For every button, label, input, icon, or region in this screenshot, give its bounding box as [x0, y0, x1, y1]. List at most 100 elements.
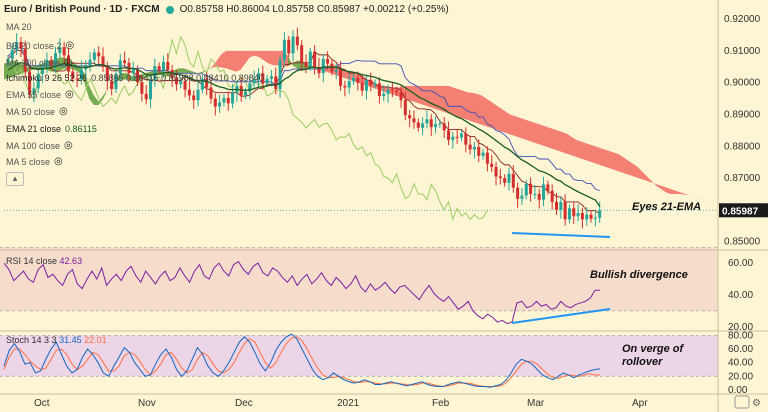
candle-body [593, 217, 597, 219]
candle-body [200, 78, 204, 90]
indicator-bb20[interactable]: BB 20 close 2 ◎ [6, 40, 75, 51]
price-tick-label: 0.89000 [724, 109, 761, 120]
candle-body [524, 183, 528, 196]
candle-body [395, 90, 399, 93]
eye-icon[interactable]: ◎ [54, 156, 63, 167]
candle-body [334, 69, 338, 72]
collapse-legend-button[interactable]: ▲ [6, 172, 24, 186]
candle-body [425, 119, 429, 124]
indicator-ma20[interactable]: MA 20 [6, 22, 32, 32]
indicator-ichimoku[interactable]: Ichimoku 9 26 52 26 0.85865 0.86415 0.85… [6, 73, 264, 83]
candle-body [226, 97, 230, 104]
candle-body [205, 78, 209, 88]
candle-body [589, 214, 593, 219]
candle-body [546, 184, 550, 191]
candle-body [373, 83, 377, 85]
candle-body [559, 201, 563, 210]
candle-body [542, 184, 546, 200]
candle-body [213, 98, 217, 107]
candle-body [468, 144, 472, 150]
candle-body [187, 89, 191, 96]
indicator-ema21[interactable]: EMA 21 close 0.86115 [6, 124, 97, 134]
stoch-tick-label: 0.00 [728, 385, 748, 396]
candle-body [529, 183, 533, 194]
eye-icon[interactable]: ◎ [65, 89, 74, 100]
last-price-badge [719, 203, 768, 218]
indicator-ma100[interactable]: MA 100 close ◎ [6, 140, 73, 151]
candle-body [585, 214, 589, 220]
candle-body [92, 52, 96, 60]
candle-body [282, 39, 286, 61]
candle-body [10, 49, 14, 59]
candle-body [386, 89, 390, 94]
indicator-ma50[interactable]: MA 50 close ◎ [6, 106, 68, 117]
candle-body [485, 152, 489, 164]
candle-body [265, 78, 269, 84]
candle-body [131, 69, 135, 74]
candle-body [580, 213, 584, 220]
ichimoku-cloud-segment [4, 57, 213, 105]
candle-body [481, 152, 485, 156]
candle-body [520, 195, 524, 199]
candle-body [41, 66, 45, 74]
rsi-tick-label: 20.00 [728, 322, 753, 333]
candle-body [62, 47, 66, 56]
candle-body [360, 82, 364, 91]
candle-body [554, 201, 559, 210]
eye-icon[interactable]: ◎ [64, 140, 73, 151]
eye-icon[interactable]: ◎ [64, 57, 73, 68]
candle-body [313, 51, 317, 67]
tenkan-line [7, 49, 600, 215]
annotation-eyes-ema: Eyes 21-EMA [632, 201, 702, 213]
candle-body [6, 58, 10, 63]
candle-body [144, 93, 148, 100]
candle-body [114, 73, 118, 90]
candle-body [356, 77, 360, 83]
ema21-line [7, 61, 601, 207]
candle-body [412, 118, 416, 123]
candle-body [28, 71, 32, 95]
rsi-tick-label: 40.00 [728, 290, 753, 301]
candle-body [516, 187, 520, 199]
price-tick-label: 0.91000 [724, 46, 761, 57]
gear-icon: ⚙ [752, 398, 761, 409]
candle-body [351, 77, 356, 82]
candle-body [118, 60, 122, 74]
settings-icon [734, 395, 750, 409]
candle-body [339, 69, 343, 86]
stoch-tick-label: 40.00 [728, 358, 753, 369]
date-axis-label: Nov [138, 398, 156, 409]
eye-icon[interactable]: ◎ [65, 40, 75, 51]
candle-body [490, 163, 494, 167]
price-tick-label: 0.92000 [724, 14, 761, 25]
candle-body [459, 133, 463, 138]
candle-body [321, 58, 325, 74]
candle-body [382, 93, 386, 97]
annotation-bullish-divergence: Bullish divergence [590, 269, 688, 281]
rsi-line [3, 260, 600, 325]
candle-body [304, 62, 308, 67]
candle-body [252, 79, 256, 84]
candle-body [498, 176, 502, 179]
candle-body [507, 173, 511, 183]
support-trendline [511, 232, 611, 238]
candle-body [477, 146, 481, 156]
indicator-ma5[interactable]: MA 5 close ◎ [6, 156, 63, 167]
indicator-ema55[interactable]: EMA 55 close ◎ [6, 89, 74, 100]
stoch-d-line [3, 336, 600, 388]
candle-body [438, 123, 442, 125]
stoch-k-line [3, 333, 601, 388]
candle-body [136, 69, 140, 83]
stoch-tick-label: 60.00 [728, 344, 753, 355]
candle-body [399, 92, 403, 101]
eye-icon[interactable]: ◎ [59, 106, 68, 117]
candle-body [49, 59, 53, 66]
indicator-ma200[interactable]: MA 200 close ◎ [6, 57, 73, 68]
annotation-verge-line2: rollover [622, 356, 663, 368]
candle-body [36, 73, 40, 89]
candle-body [274, 76, 278, 90]
candle-body [244, 91, 248, 96]
ichimoku-cloud-segment [311, 65, 718, 206]
stoch-label: Stoch 14 3 3 31.45 22.01 [6, 335, 107, 345]
